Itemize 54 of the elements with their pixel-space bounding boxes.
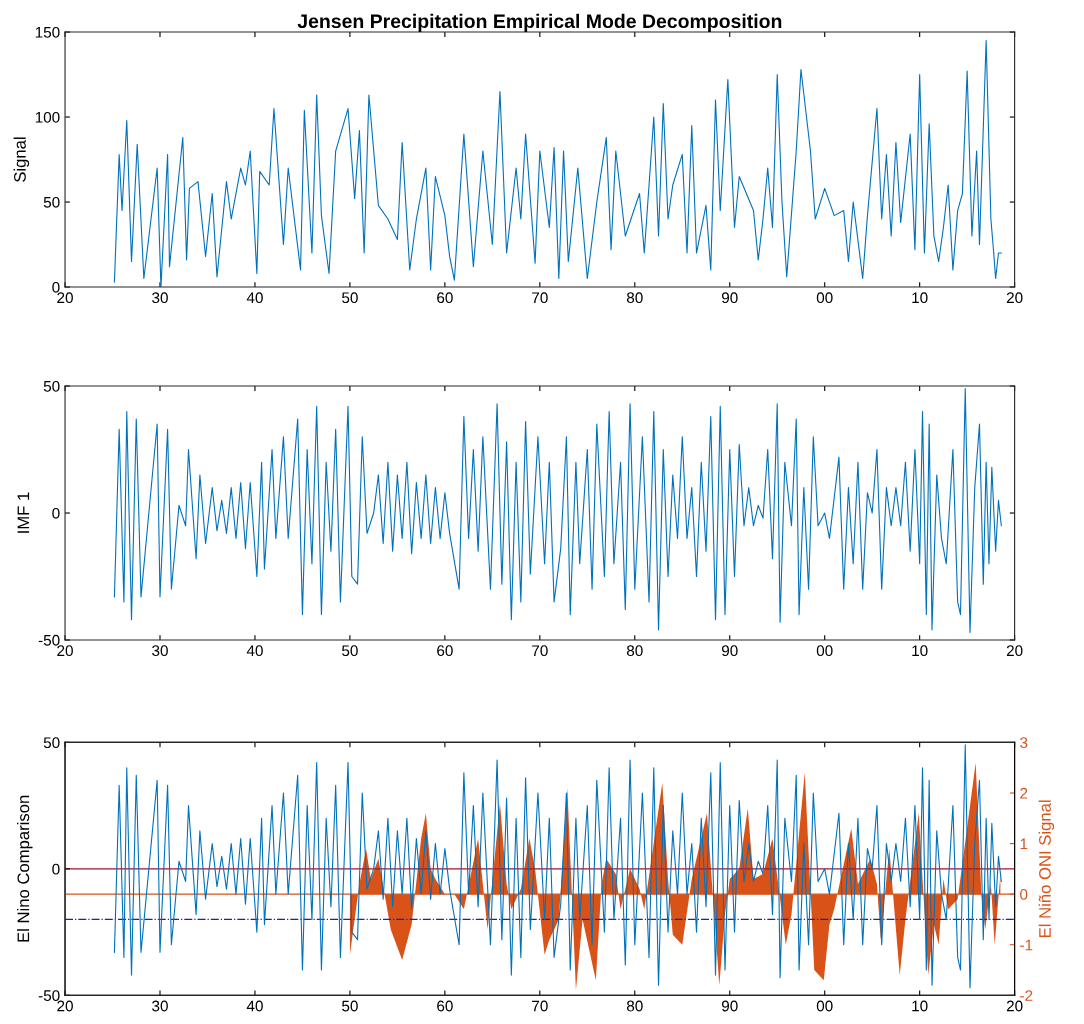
x-tick-label: 30: [152, 292, 168, 304]
x-tick-label: 40: [246, 292, 263, 304]
x-tick-label: 70: [532, 292, 548, 304]
x-tick-label: 20: [1006, 292, 1023, 304]
y-tick-label: 50: [43, 196, 60, 208]
y2-axis-title: El Niño ONI Signal: [1038, 800, 1055, 937]
y2-tick-label: 0: [1020, 889, 1028, 900]
x-tick-label: 30: [152, 645, 168, 657]
x-tick-label: 30: [152, 1000, 168, 1012]
y-tick-label: 0: [52, 863, 60, 875]
x-tick-label: 20: [57, 645, 73, 657]
y-tick-label: 0: [52, 281, 60, 293]
x-tick-label: 40: [246, 645, 263, 657]
x-tick-label: 10: [912, 1000, 928, 1012]
y-axis-title: Signal: [13, 137, 30, 182]
x-tick-label: 00: [816, 645, 833, 657]
x-tick-label: 90: [721, 1000, 738, 1012]
x-tick-label: 00: [816, 1000, 833, 1012]
y-axis-title: El Nino Comparison: [17, 795, 33, 942]
x-tick-label: 70: [532, 645, 548, 657]
x-tick-label: 80: [626, 1000, 643, 1012]
y-tick-label: 100: [35, 111, 60, 123]
x-tick-label: 00: [816, 292, 833, 304]
x-tick-label: 40: [246, 1000, 263, 1012]
y2-tick-label: -1: [1020, 939, 1033, 951]
y-axis-title: IMF 1: [17, 492, 30, 533]
x-tick-label: 20: [1006, 645, 1023, 657]
x-tick-label: 80: [626, 292, 643, 304]
x-tick-label: 50: [342, 292, 358, 304]
x-tick-label: 70: [532, 1000, 548, 1012]
x-tick-label: 10: [912, 645, 928, 657]
y-tick-label: 50: [43, 737, 60, 749]
x-tick-label: 50: [342, 1000, 358, 1012]
y2-tick-label: -2: [1020, 990, 1033, 1001]
y2-tick-label: 2: [1020, 787, 1028, 799]
y-tick-label: 0: [52, 507, 60, 519]
x-tick-label: 90: [721, 645, 738, 657]
x-tick-label: 20: [57, 1000, 73, 1012]
y-tick-label: -50: [38, 990, 60, 1002]
x-tick-label: 80: [626, 645, 643, 657]
x-tick-label: 60: [437, 645, 453, 657]
x-tick-label: 20: [1006, 1000, 1023, 1012]
y-tick-label: 50: [43, 380, 60, 392]
x-tick-label: 50: [342, 645, 358, 657]
y-tick-label: -50: [38, 634, 60, 646]
x-tick-label: 20: [57, 292, 73, 304]
y2-tick-label: 3: [1020, 737, 1028, 749]
chart-title: Jensen Precipitation Empirical Mode Decomposition: [297, 13, 782, 32]
x-tick-label: 90: [721, 292, 738, 304]
x-tick-label: 60: [437, 1000, 453, 1012]
y-tick-label: 150: [35, 26, 60, 38]
y2-tick-label: 1: [1020, 838, 1028, 850]
x-tick-label: 60: [437, 292, 453, 304]
x-tick-label: 10: [912, 292, 928, 304]
